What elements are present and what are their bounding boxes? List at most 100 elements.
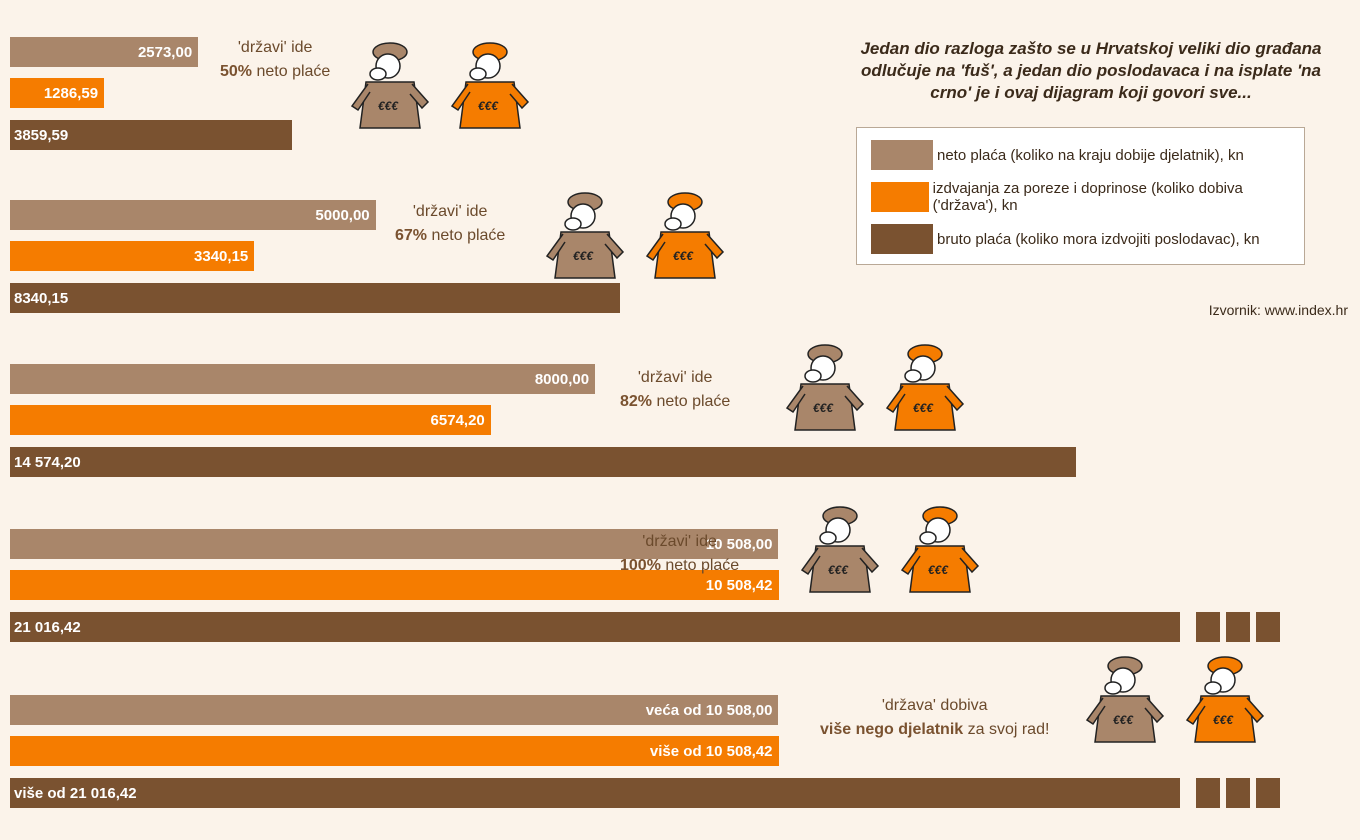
data-label-gross-5: više od 21 016,42 [14,784,137,802]
worker-figures-1: €€€ €€€ [340,36,540,141]
note-line-1: 'državi' ide [637,369,713,386]
note-line-2: više nego djelatnik za svoj rad! [820,718,1049,742]
note-rest: neto plaće [427,227,506,244]
worker-brown-icon: €€€ [1075,650,1175,755]
data-label-net-4: 10 508,00 [705,535,773,553]
data-label-tax-5: više od 10 508,42 [649,742,773,760]
group-note-3: 'državi' ide 82% neto plaće [620,366,730,414]
group-note-1: 'državi' ide 50% neto plaće [220,36,330,84]
note-line-2: 67% neto plaće [395,224,505,248]
group-note-5: 'država' dobiva više nego djelatnik za sv… [820,694,1049,742]
svg-text:€€€: €€€ [1113,713,1134,727]
axis-break-segment [1196,612,1220,642]
data-label-tax-2: 3340,15 [194,247,249,265]
legend-item-net: neto plaća (koliko na kraju dobije djela… [871,140,1244,170]
worker-orange-icon: €€€ [1175,650,1275,755]
note-line-2: 50% neto plaće [220,60,330,84]
bar-tax-3: 6574,20 [10,405,491,435]
worker-orange-icon: €€€ [890,500,990,605]
bar-net-4: 10 508,00 [10,529,779,559]
worker-figures-3: €€€ €€€ [775,338,975,443]
note-line-1: 'država' dobiva [881,697,988,714]
worker-figures-2: €€€ €€€ [535,186,735,291]
legend-swatch-tax [871,182,929,212]
data-label-gross-4: 21 016,42 [14,618,81,636]
worker-orange-icon: €€€ [440,36,540,141]
svg-text:€€€: €€€ [378,99,399,113]
note-emphasis: više nego djelatnik [820,721,964,738]
worker-brown-icon: €€€ [790,500,890,605]
data-label-gross-2: 8340,15 [14,289,69,307]
bar-net-5: veća od 10 508,00 [10,695,779,725]
chart-headline: Jedan dio razloga zašto se u Hrvatskoj v… [860,39,1322,102]
data-label-gross-3: 14 574,20 [14,453,81,471]
data-label-tax-1: 1286,59 [43,84,99,102]
note-emphasis: 100% [620,557,661,574]
note-rest: neto plaće [660,557,740,574]
bar-net-3: 8000,00 [10,364,596,394]
data-label-net-1: 2573,00 [137,43,193,61]
legend-item-gross: bruto plaća (koliko mora izdvojiti poslo… [871,224,1260,254]
note-rest: neto plaće [652,393,731,410]
bar-tax-5: više od 10 508,42 [10,736,779,766]
svg-text:€€€: €€€ [928,563,949,577]
legend: neto plaća (koliko na kraju dobije djela… [856,127,1305,265]
worker-brown-icon: €€€ [535,186,635,291]
svg-text:€€€: €€€ [673,249,694,263]
note-line-1: 'državi' ide [237,39,313,56]
bar-net-2: 5000,00 [10,200,376,230]
bar-tax-2: 3340,15 [10,241,255,271]
note-rest: za svoj rad! [963,721,1050,738]
axis-break-4 [1196,612,1280,642]
data-label-net-2: 5000,00 [315,206,370,224]
note-line-1: 'državi' ide [412,203,488,220]
worker-figures-4: €€€ €€€ [790,500,990,605]
svg-text:€€€: €€€ [478,99,499,113]
data-label-net-3: 8000,00 [534,370,590,388]
legend-item-tax: izdvajanja za poreze i doprinose (koliko… [871,180,1304,214]
worker-brown-icon: €€€ [340,36,440,141]
worker-orange-icon: €€€ [875,338,975,443]
legend-swatch-gross [871,224,933,254]
data-label-tax-4: 10 508,42 [705,576,773,594]
source-note: Izvornik: www.index.hr [1208,302,1348,318]
legend-swatch-net [871,140,933,170]
note-emphasis: 50% [220,63,253,80]
note-line-1: 'državi' ide [642,533,717,550]
data-label-gross-1: 3859,59 [14,126,69,144]
bar-gross-4: 21 016,42 [10,612,1180,642]
legend-label-gross: bruto plaća (koliko mora izdvojiti poslo… [937,230,1260,248]
group-note-4: 'državi' ide 100% neto plaće [620,530,739,578]
note-rest: neto plaće [252,63,331,80]
note-emphasis: 67% [395,227,428,244]
worker-brown-icon: €€€ [775,338,875,443]
axis-break-segment [1256,612,1280,642]
axis-break-segment [1226,778,1250,808]
bar-tax-1: 1286,59 [10,78,105,108]
note-emphasis: 82% [620,393,653,410]
data-label-net-5: veća od 10 508,00 [645,701,773,719]
bar-tax-4: 10 508,42 [10,570,779,600]
axis-break-segment [1226,612,1250,642]
worker-figures-5: €€€ €€€ [1075,650,1275,755]
svg-text:€€€: €€€ [573,249,594,263]
svg-text:€€€: €€€ [828,563,849,577]
axis-break-segment [1196,778,1220,808]
data-label-tax-3: 6574,20 [430,411,485,429]
bar-gross-2: 8340,15 [10,283,620,313]
svg-text:€€€: €€€ [913,401,934,415]
legend-label-net: neto plaća (koliko na kraju dobije djela… [937,146,1244,164]
svg-text:€€€: €€€ [813,401,834,415]
bar-gross-1: 3859,59 [10,120,293,150]
worker-orange-icon: €€€ [635,186,735,291]
note-line-2: 100% neto plaće [620,554,739,578]
legend-label-tax: izdvajanja za poreze i doprinose (koliko… [932,180,1243,214]
bar-gross-3: 14 574,20 [10,447,1076,477]
note-line-2: 82% neto plaće [620,390,730,414]
svg-text:€€€: €€€ [1213,713,1234,727]
axis-break-segment [1256,778,1280,808]
bar-gross-5: više od 21 016,42 [10,778,1180,808]
group-note-2: 'državi' ide 67% neto plaće [395,200,505,248]
axis-break-5 [1196,778,1280,808]
